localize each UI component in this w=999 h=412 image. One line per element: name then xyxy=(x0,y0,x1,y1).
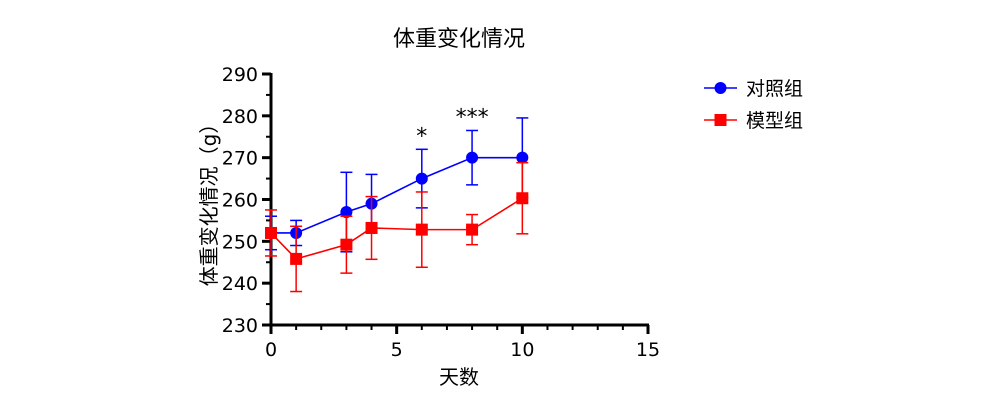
legend-marker xyxy=(714,114,727,126)
legend-item: 模型组 xyxy=(704,110,803,132)
y-tick-label: 260 xyxy=(222,190,258,212)
x-tick-label: 0 xyxy=(265,339,277,361)
series-2 xyxy=(265,161,529,293)
data-point xyxy=(290,252,303,265)
y-tick-label: 250 xyxy=(222,231,258,253)
y-tick-label: 290 xyxy=(222,64,258,86)
data-point xyxy=(365,221,378,234)
x-tick-label: 5 xyxy=(391,339,403,361)
data-point xyxy=(340,206,353,219)
data-point xyxy=(516,192,529,205)
y-axis-label: 体重变化情况（g） xyxy=(197,114,221,287)
legend-label: 模型组 xyxy=(746,110,803,132)
data-point xyxy=(415,223,428,236)
plot-area: **** xyxy=(265,105,529,293)
data-point xyxy=(466,223,479,236)
chart-title: 体重变化情况 xyxy=(393,27,525,52)
data-point xyxy=(466,151,479,164)
legend-marker xyxy=(714,82,727,94)
series-1 xyxy=(265,117,529,253)
y-tick-label: 240 xyxy=(222,273,258,295)
x-tick-label: 10 xyxy=(510,339,534,361)
y-tick-label: 270 xyxy=(222,148,258,170)
significance-label: *** xyxy=(456,105,489,130)
data-point xyxy=(265,226,277,239)
x-tick-label: 15 xyxy=(636,339,660,361)
significance-label: * xyxy=(416,124,427,149)
x-axis-label: 天数 xyxy=(439,365,479,389)
y-tick-label: 280 xyxy=(222,106,258,128)
y-tick-label: 230 xyxy=(222,315,258,337)
legend-label: 对照组 xyxy=(746,78,803,100)
data-point xyxy=(340,238,353,251)
axes: 230 240 250 260 270 280 290 0 5 10 15 xyxy=(222,64,660,361)
data-point xyxy=(516,151,529,164)
data-point xyxy=(415,172,428,185)
legend-item: 对照组 xyxy=(704,78,803,100)
